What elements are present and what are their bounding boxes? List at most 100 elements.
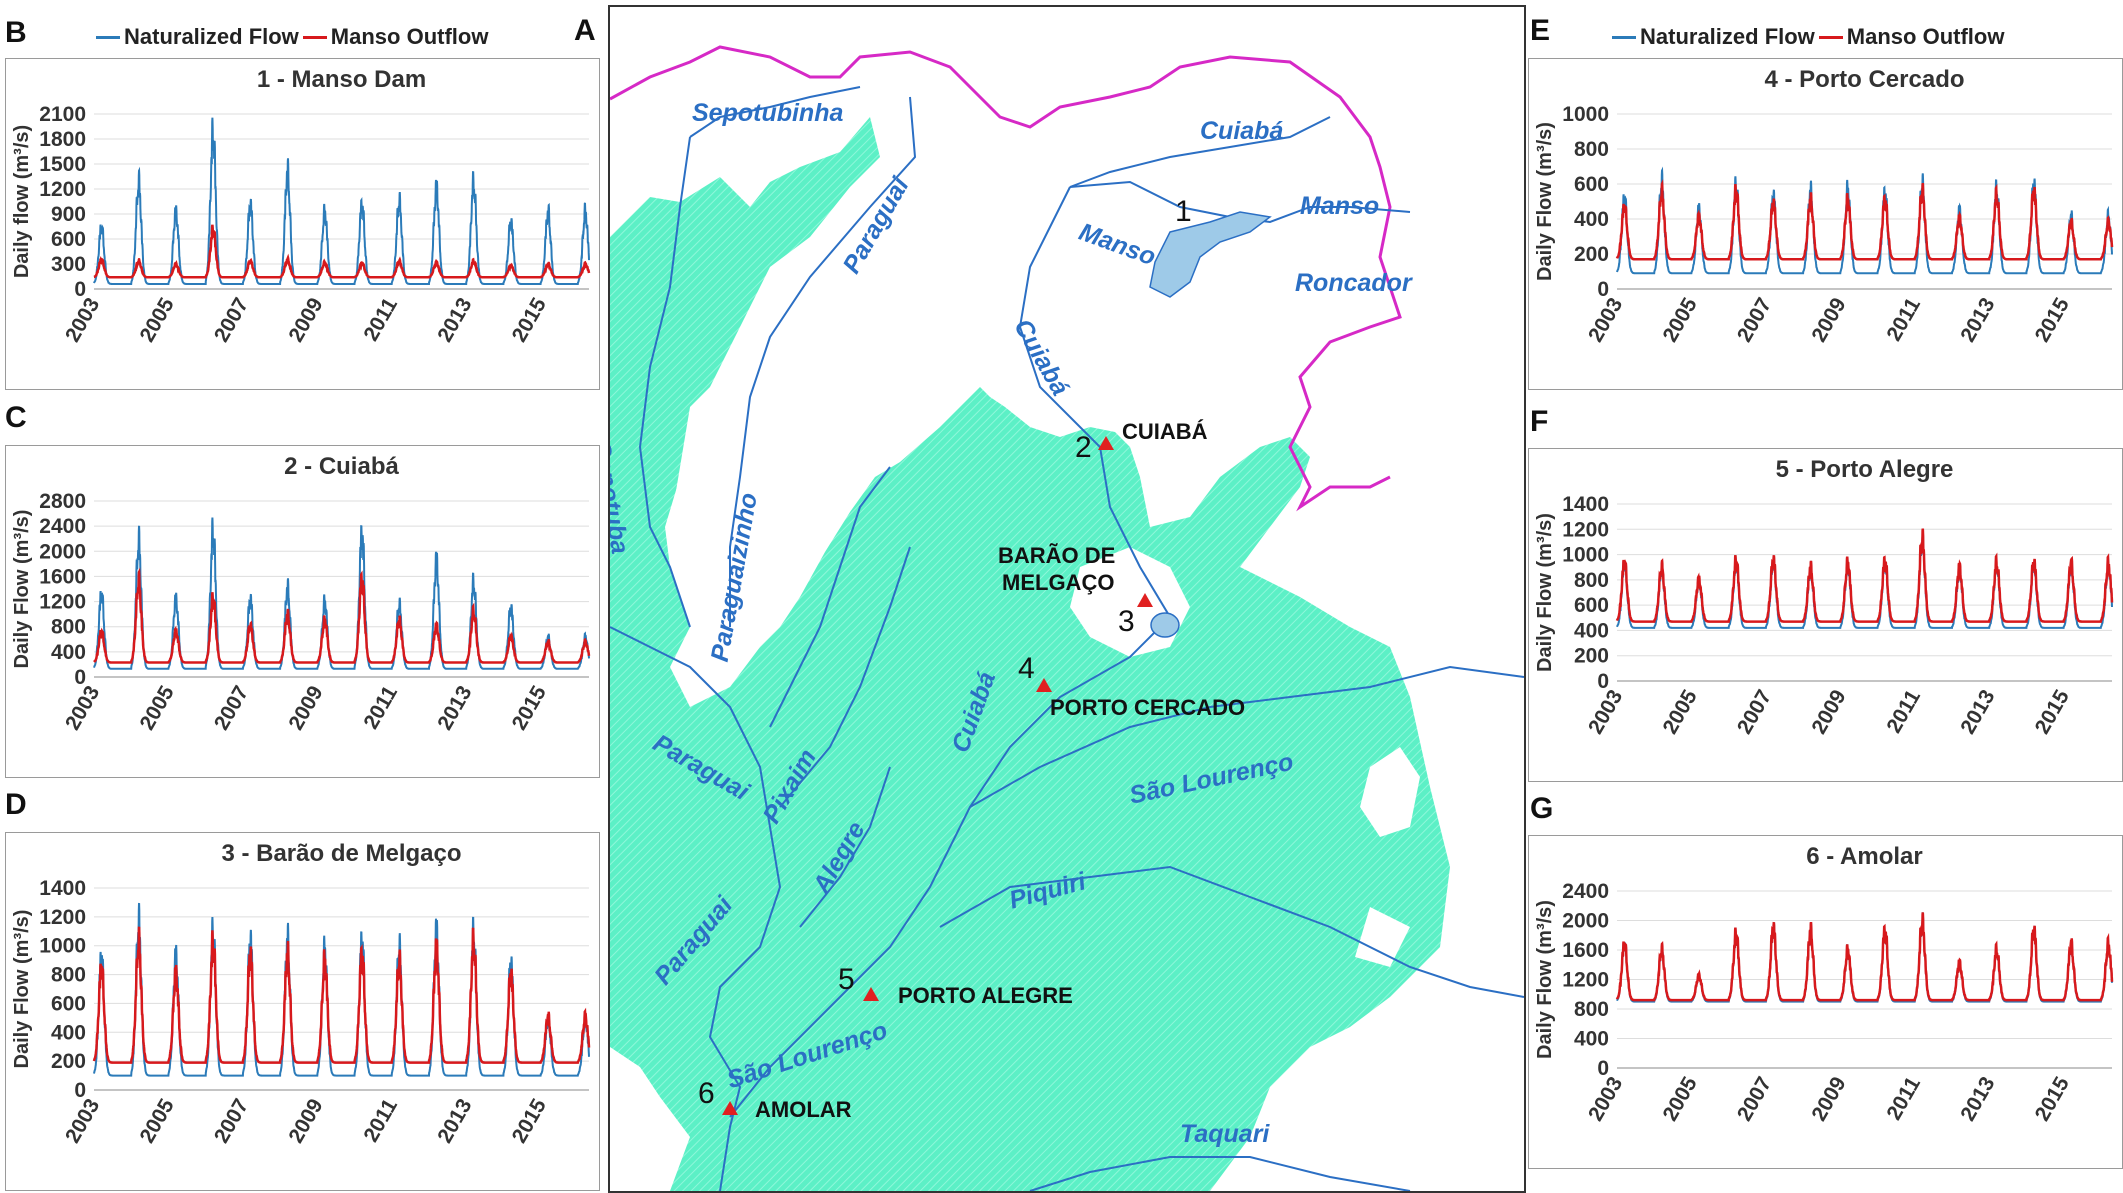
y-tick-label: 400	[51, 641, 86, 664]
series-line-naturalized	[93, 517, 590, 670]
station-number-1: 1	[1175, 195, 1192, 228]
y-tick-label: 1200	[39, 591, 86, 614]
chart-svg: 6 - Amolar 0 400 800 1200 1600 2000 2400 Daily F…	[1534, 843, 2114, 1125]
x-tick-label: 2003	[61, 1095, 104, 1147]
river-pixaim	[779, 546, 911, 808]
y-tick-label: 0	[74, 1079, 86, 1102]
y-tick-label: 600	[51, 228, 86, 251]
station-marker-cuiaba	[1098, 436, 1114, 450]
y-tick-label: 1600	[1562, 939, 1609, 962]
y-tick-label: 0	[74, 666, 86, 689]
x-tick-label: 2013	[433, 294, 476, 346]
y-tick-label: 1000	[39, 935, 86, 958]
legend-right: Naturalized Flow Manso Outflow	[1612, 24, 2004, 50]
series-line-manso	[1615, 912, 2114, 1002]
y-tick-label: 800	[1574, 569, 1609, 592]
y-tick-label: 1000	[1562, 544, 1609, 567]
y-tick-label: 1200	[39, 906, 86, 929]
x-tick-label: 2005	[135, 294, 178, 346]
station-marker-barao	[1137, 593, 1153, 607]
label-roncador: Roncador	[1295, 269, 1412, 297]
y-tick-label: 2400	[1562, 880, 1609, 903]
x-tick-label: 2015	[508, 294, 551, 346]
station-name-barao-2: MELGAÇO	[1002, 570, 1115, 595]
x-tick-label: 2015	[508, 1095, 551, 1147]
x-tick-label: 2005	[1658, 686, 1701, 738]
x-tick-label: 2011	[359, 1095, 402, 1146]
y-tick-label: 2800	[39, 490, 86, 513]
x-tick-label: 2009	[284, 682, 327, 734]
y-tick-label: 200	[1574, 645, 1609, 668]
y-tick-label: 400	[1574, 1028, 1609, 1051]
station-name-cuiaba: CUIABÁ	[1122, 419, 1208, 444]
dry-patch	[670, 367, 750, 567]
series-line-naturalized	[93, 117, 590, 285]
station-number-5: 5	[838, 963, 855, 996]
y-axis-label: Daily Flow (m³/s)	[11, 910, 33, 1069]
x-tick-label: 2007	[210, 682, 253, 734]
panel-letter-g: G	[1530, 792, 1554, 825]
legend-label-naturalized: Naturalized Flow	[1640, 24, 1815, 49]
y-tick-label: 2000	[1562, 910, 1609, 933]
chart-cuiaba: 2 - Cuiabá 0 400 800 1200 1600 2000 2400 2800 Dai…	[5, 445, 600, 778]
chart-porto-cercado: 4 - Porto Cercado 0 200 400 600 800 1000 Daily …	[1528, 58, 2123, 390]
y-tick-label: 0	[1597, 278, 1609, 301]
station-number-3: 3	[1118, 605, 1135, 638]
series-line-manso	[1615, 528, 2114, 623]
series-line-manso	[93, 224, 591, 279]
x-tick-label: 2007	[1733, 686, 1776, 738]
legend-item-naturalized: Naturalized Flow	[1612, 24, 1815, 50]
y-tick-label: 1000	[1562, 103, 1609, 126]
x-tick-label: 2009	[1807, 1073, 1850, 1125]
series-line-manso	[93, 567, 591, 664]
y-tick-label: 1500	[39, 153, 86, 176]
station-name-porto-cercado: PORTO CERCADO	[1050, 695, 1246, 720]
x-tick-label: 2011	[1882, 1073, 1925, 1124]
panel-letter-e: E	[1530, 14, 1551, 47]
label-taquari: Taquari	[1180, 1120, 1270, 1148]
series-line-manso	[92, 926, 591, 1064]
y-tick-label: 0	[74, 278, 86, 301]
y-tick-label: 1600	[39, 565, 86, 588]
chart-title: 3 - Barão de Melgaço	[221, 840, 461, 867]
x-tick-label: 2007	[210, 1095, 253, 1147]
x-tick-label: 2013	[433, 682, 476, 734]
station-name-barao-1: BARÃO DE	[998, 543, 1116, 568]
y-tick-label: 1800	[39, 128, 86, 151]
chart-svg: 4 - Porto Cercado 0 200 400 600 800 1000 Daily …	[1534, 66, 2114, 346]
rivers	[610, 86, 1524, 1191]
chart-title: 6 - Amolar	[1806, 843, 1922, 870]
x-tick-label: 2009	[284, 1095, 327, 1147]
x-tick-label: 2003	[1584, 1073, 1627, 1125]
x-tick-label: 2003	[1584, 294, 1627, 346]
river-taquari	[1029, 1156, 1411, 1191]
x-tick-label: 2005	[135, 682, 178, 734]
legend-swatch-naturalized	[96, 35, 120, 39]
river-sao-lourenco	[969, 665, 1524, 808]
y-tick-label: 1200	[1562, 518, 1609, 541]
dry-patch	[1355, 907, 1410, 967]
x-tick-label: 2011	[359, 682, 402, 733]
legend-item-manso: Manso Outflow	[302, 24, 489, 50]
station-name-amolar: AMOLAR	[755, 1097, 852, 1122]
chart-title: 2 - Cuiabá	[284, 453, 399, 480]
wetland-area	[610, 117, 1450, 1191]
y-tick-label: 1400	[1562, 493, 1609, 516]
x-tick-label: 2005	[1658, 294, 1701, 346]
chart-title: 5 - Porto Alegre	[1776, 456, 1954, 483]
y-axis-label: Daily Flow (m³/s)	[1534, 900, 1556, 1059]
x-tick-label: 2011	[1882, 294, 1925, 345]
chart-amolar: 6 - Amolar 0 400 800 1200 1600 2000 2400 Daily F…	[1528, 835, 2123, 1169]
y-tick-label: 2000	[39, 540, 86, 563]
lake-icon	[1150, 612, 1180, 638]
legend-label-manso: Manso Outflow	[330, 24, 489, 49]
x-tick-label: 2007	[1733, 1073, 1776, 1125]
y-tick-label: 400	[1574, 619, 1609, 642]
station-number-6: 6	[698, 1077, 715, 1110]
y-axis-label: Daily Flow (m³/s)	[1534, 122, 1556, 281]
panel-letter-c: C	[5, 401, 27, 434]
station-name-porto-alegre: PORTO ALEGRE	[898, 983, 1073, 1008]
panel-letter-d: D	[5, 788, 27, 821]
